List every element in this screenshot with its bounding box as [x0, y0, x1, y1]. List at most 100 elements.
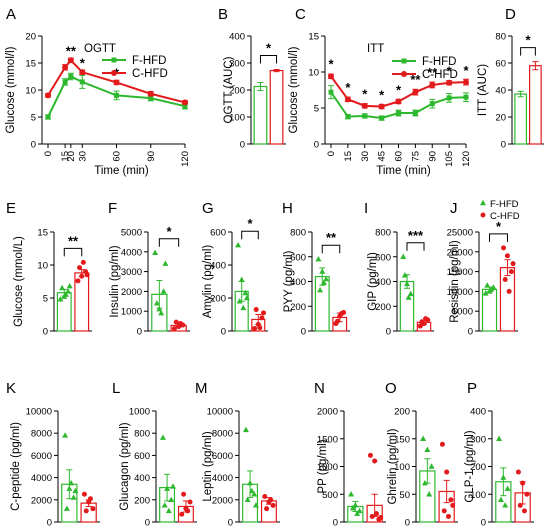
data-point-G-C-HFD	[260, 310, 266, 316]
y-tick-label-L: 200	[134, 495, 150, 506]
y-tick-label-G: 600	[210, 228, 226, 239]
bar-D-C-HFD	[528, 65, 542, 145]
data-point-A-F-HFD	[182, 103, 188, 109]
data-point-P-C-HFD	[515, 469, 521, 475]
data-point-I-C-HFD	[419, 319, 425, 325]
sig-star-B: *	[266, 40, 272, 55]
x-tick-label-A: 30	[77, 151, 88, 162]
data-point-E-F-HFD	[66, 282, 73, 289]
x-tick-label-C: 75	[410, 151, 421, 162]
legend-marker-J-c	[480, 212, 486, 218]
data-point-A-C-HFD	[79, 69, 86, 76]
data-point-I-C-HFD	[417, 323, 423, 329]
y-axis-label-A: Glucose (mmol/l)	[5, 46, 17, 133]
y-tick-label-B: 200	[229, 86, 245, 97]
y-tick-label-N: 1000	[317, 462, 338, 473]
data-point-O-C-HFD	[445, 513, 451, 519]
y-axis-label-N: PP (pg/ml)	[317, 439, 329, 493]
y-tick-label-D: 40	[495, 86, 506, 97]
legend-label-J-f: F-HFD	[490, 199, 519, 210]
data-point-O-F-HFD	[421, 479, 428, 486]
data-point-C-C-HFD	[344, 96, 351, 103]
y-tick-label-I: 600	[375, 252, 391, 263]
data-point-E-C-HFD	[75, 278, 81, 284]
data-point-A-C-HFD	[147, 90, 154, 97]
data-point-K-F-HFD	[66, 485, 73, 491]
data-point-A-F-HFD	[79, 79, 85, 85]
data-point-F-F-HFD	[153, 300, 160, 306]
sig-star-C: **	[427, 65, 438, 80]
y-tick-label-L: 0	[145, 518, 150, 529]
y-tick-label-G: 0	[221, 327, 226, 338]
y-tick-label-F: 5000	[121, 228, 142, 239]
sig-bracket-B	[259, 54, 278, 64]
y-tick-label-E: 5	[43, 294, 48, 305]
x-tick-label-A: 90	[146, 151, 157, 162]
data-point-F-F-HFD	[162, 260, 169, 266]
data-point-N-C-HFD	[372, 458, 378, 464]
sig-star-C: *	[447, 64, 453, 79]
data-point-K-C-HFD	[90, 506, 96, 512]
y-tick-label-K: 2000	[31, 495, 52, 506]
sig-star-E: **	[68, 233, 79, 248]
y-axis-label-G: Amylin (pg/ml)	[202, 245, 214, 319]
data-point-C-C-HFD	[446, 79, 453, 86]
panel-label-A: A	[6, 6, 16, 23]
data-point-E-C-HFD	[84, 272, 90, 278]
y-tick-label-A: 15	[25, 59, 36, 70]
sig-bracket-J	[489, 233, 508, 242]
data-point-P-F-HFD	[502, 502, 509, 508]
data-point-C-F-HFD	[396, 110, 401, 116]
data-point-M-C-HFD	[262, 493, 268, 499]
y-tick-label-L: 600	[134, 451, 150, 462]
y-tick-label-L: 400	[134, 473, 150, 484]
y-tick-label-N: 0	[333, 518, 338, 529]
panel-label-I: I	[364, 200, 368, 217]
data-point-K-F-HFD	[68, 479, 75, 486]
y-axis-label-J: Resisitin (pg/ml)	[449, 240, 461, 323]
y-tick-label-M: 2000	[212, 495, 233, 506]
y-tick-label-A: 20	[25, 32, 36, 43]
data-point-G-F-HFD	[235, 242, 242, 248]
y-tick-label-A: 5	[31, 113, 36, 124]
y-tick-label-M: 0	[228, 518, 233, 529]
y-tick-label-D: 60	[495, 59, 506, 70]
y-tick-label-C: 0	[314, 140, 319, 151]
data-point-H-F-HFD	[315, 256, 322, 262]
data-point-C-C-HFD	[429, 81, 436, 88]
data-point-A-C-HFD	[182, 99, 188, 106]
data-point-K-C-HFD	[83, 508, 89, 514]
data-point-K-F-HFD	[63, 505, 70, 511]
y-axis-label-D: ITT (AUC)	[477, 64, 489, 116]
y-tick-label-D: 20	[495, 113, 506, 124]
x-tick-label-C: 90	[427, 151, 438, 162]
legend-label-A-f: F-HFD	[132, 55, 167, 67]
sig-star-C: *	[345, 80, 351, 95]
data-point-L-C-HFD	[179, 511, 185, 517]
data-point-C-C-HFD	[395, 98, 402, 105]
y-tick-label-F: 3000	[121, 267, 142, 278]
x-tick-label-C: 15	[343, 151, 354, 162]
y-axis-label-M: Leptin (pg/ml)	[202, 431, 214, 501]
y-tick-label-L: 1000	[129, 407, 150, 418]
panel-label-O: O	[385, 380, 397, 397]
panel-label-M: M	[195, 380, 208, 397]
y-tick-label-P: 0	[481, 518, 486, 529]
data-point-A-C-HFD	[45, 92, 51, 99]
data-point-N-F-HFD	[354, 510, 361, 516]
data-point-J-C-HFD	[506, 288, 512, 294]
data-point-K-C-HFD	[87, 496, 93, 502]
panel-label-K: K	[6, 380, 16, 397]
data-point-L-F-HFD	[164, 485, 171, 491]
data-point-H-F-HFD	[319, 268, 326, 274]
y-tick-label-I: 0	[386, 327, 391, 338]
data-point-C-F-HFD	[379, 115, 385, 121]
data-point-I-F-HFD	[401, 272, 408, 278]
sig-star-D: *	[525, 33, 531, 48]
y-axis-label-K: C-peptide (pg/ml)	[10, 422, 22, 511]
y-tick-label-G: 200	[210, 294, 226, 305]
data-point-P-C-HFD	[517, 502, 523, 508]
x-tick-label-A: 120	[180, 151, 191, 167]
data-point-A-C-HFD	[67, 57, 74, 64]
panel-label-G: G	[202, 200, 214, 217]
